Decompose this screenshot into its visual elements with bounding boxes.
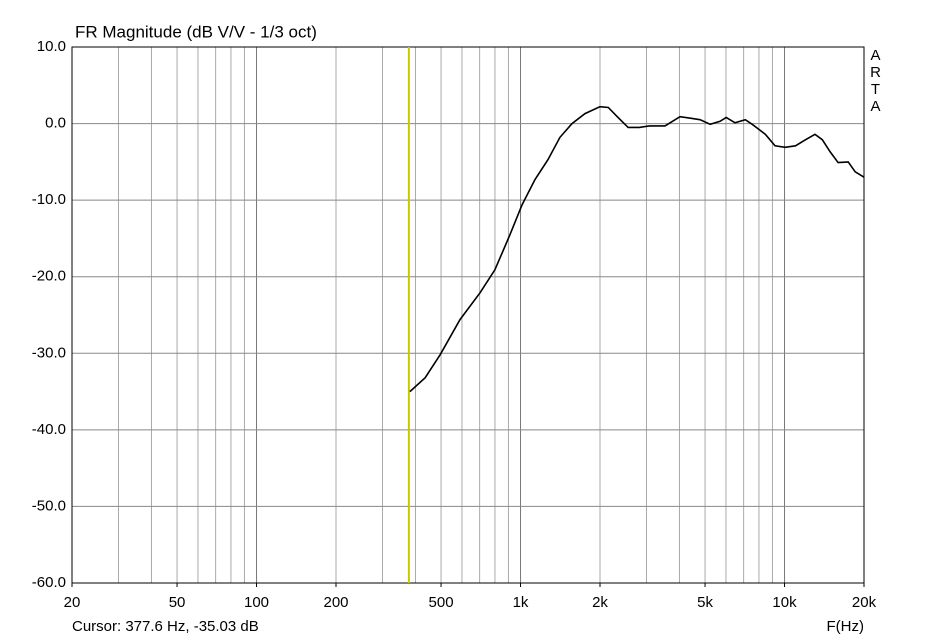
x-tick-label: 50 <box>169 594 186 611</box>
plot-frame <box>71 46 865 584</box>
x-tick-label: 5k <box>697 594 713 611</box>
x-tick-label: 100 <box>244 594 269 611</box>
x-tick-label: 1k <box>513 594 529 611</box>
x-tick-label: 10k <box>772 594 797 611</box>
x-axis-label: F(Hz) <box>827 618 865 635</box>
y-tick-label: -60.0 <box>32 574 66 591</box>
chart-title: FR Magnitude (dB V/V - 1/3 oct) <box>75 22 317 41</box>
y-tick-label: 0.0 <box>45 115 66 132</box>
y-tick-label: -10.0 <box>32 191 66 208</box>
cursor-readout: Cursor: 377.6 Hz, -35.03 dB <box>72 618 259 635</box>
x-tick-label: 20k <box>852 594 877 611</box>
y-tick-label: -40.0 <box>32 421 66 438</box>
y-tick-label: -50.0 <box>32 497 66 514</box>
brand: ARTA <box>870 47 881 115</box>
y-tick-label: 10.0 <box>37 38 66 55</box>
x-tick-label: 200 <box>323 594 348 611</box>
y-tick-label: -30.0 <box>32 344 66 361</box>
series-line <box>409 105 865 393</box>
x-tick-label: 20 <box>64 594 81 611</box>
y-tick-label: -20.0 <box>32 268 66 285</box>
x-tick-label: 500 <box>429 594 454 611</box>
x-tick-label: 2k <box>592 594 608 611</box>
